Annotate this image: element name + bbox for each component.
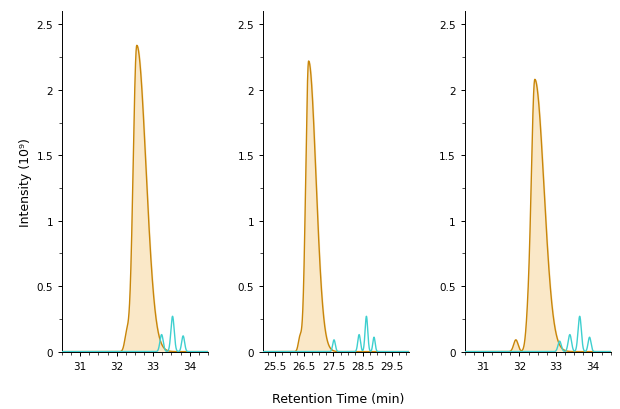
- Y-axis label: Intensity (10⁹): Intensity (10⁹): [19, 138, 32, 226]
- Text: Retention Time (min): Retention Time (min): [272, 392, 404, 405]
